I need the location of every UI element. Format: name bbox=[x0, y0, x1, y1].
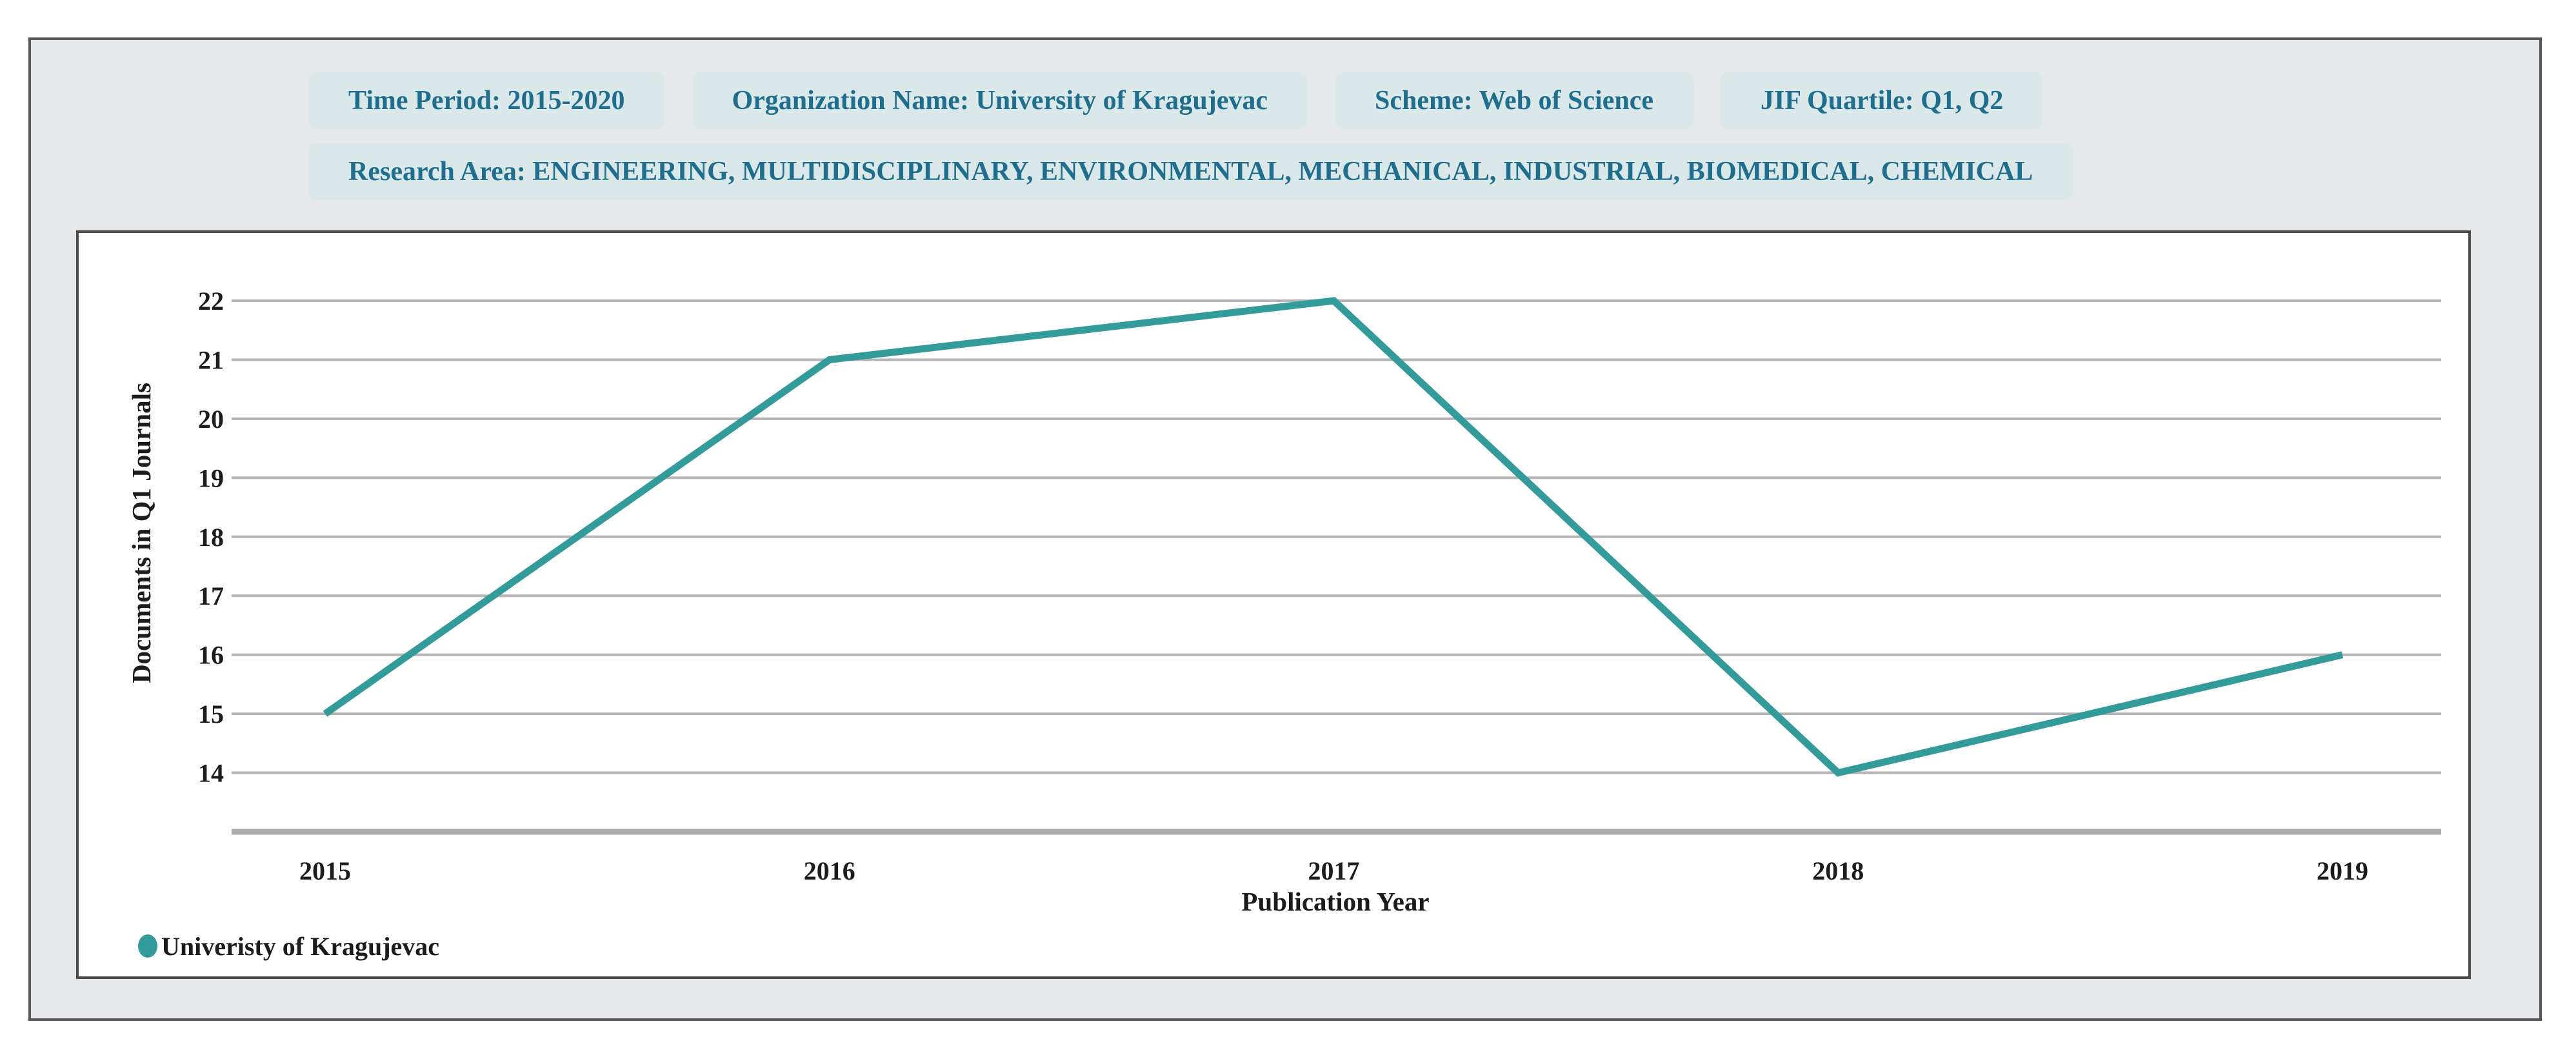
y-tick-label: 19 bbox=[198, 463, 224, 492]
chart-panel: 14 15 16 17 18 19 20 21 22 2015 2016 2017 2018 2019 D… bbox=[76, 230, 2471, 979]
x-tick-label: 2017 bbox=[1308, 856, 1360, 885]
y-tick-label: 18 bbox=[198, 523, 224, 552]
badge-scheme: Scheme: Web of Science bbox=[1335, 72, 1693, 129]
badge-organization-name: Organization Name: University of Kraguje… bbox=[692, 72, 1308, 129]
y-tick-label: 20 bbox=[198, 405, 224, 434]
y-tick-label: 17 bbox=[198, 581, 224, 610]
badge-jif-quartile: JIF Quartile: Q1, Q2 bbox=[1721, 72, 2044, 129]
y-tick-label: 22 bbox=[198, 287, 224, 316]
x-tick-label: 2016 bbox=[804, 856, 855, 885]
line-chart: 14 15 16 17 18 19 20 21 22 2015 2016 2017 2018 2019 bbox=[198, 287, 2441, 885]
x-tick-label: 2019 bbox=[2317, 856, 2368, 885]
x-tick-label: 2015 bbox=[299, 856, 351, 885]
x-tick-label: 2018 bbox=[1812, 856, 1864, 885]
legend-label: Univeristy of Kragujevac bbox=[161, 931, 440, 961]
y-tick-label: 16 bbox=[198, 641, 224, 670]
y-axis-title: Documents in Q1 Journals bbox=[126, 383, 156, 683]
legend-marker-icon bbox=[138, 934, 157, 958]
y-tick-label: 21 bbox=[198, 345, 224, 374]
badge-research-area: Research Area: ENGINEERING, MULTIDISCIPL… bbox=[308, 143, 2073, 200]
y-tick-label: 15 bbox=[198, 700, 224, 729]
badge-time-period: Time Period: 2015-2020 bbox=[308, 72, 665, 129]
x-axis-title: Publication Year bbox=[1241, 887, 1430, 916]
legend: Univeristy of Kragujevac bbox=[138, 931, 439, 961]
filter-badges-row: Time Period: 2015-2020 Organization Name… bbox=[308, 72, 2044, 129]
y-tick-label: 14 bbox=[198, 759, 224, 788]
report-frame: Time Period: 2015-2020 Organization Name… bbox=[28, 37, 2542, 1021]
data-line-univeristy-of-kragujevac bbox=[323, 297, 2344, 777]
research-area-row: Research Area: ENGINEERING, MULTIDISCIPL… bbox=[308, 143, 2073, 200]
